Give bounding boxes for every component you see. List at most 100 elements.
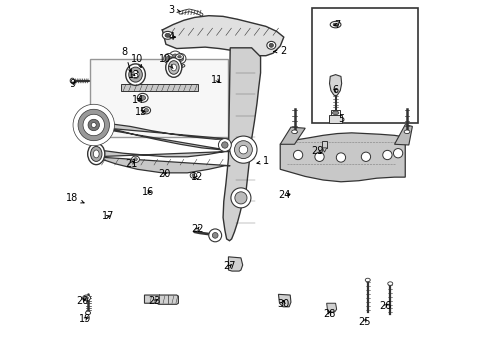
Bar [90, 59, 228, 137]
Circle shape [91, 122, 96, 127]
Polygon shape [280, 127, 305, 144]
Polygon shape [278, 294, 290, 307]
Ellipse shape [387, 282, 392, 285]
Polygon shape [162, 16, 283, 56]
Ellipse shape [87, 143, 104, 165]
Ellipse shape [162, 31, 173, 39]
Ellipse shape [190, 172, 196, 178]
Circle shape [293, 150, 302, 159]
Polygon shape [121, 84, 198, 91]
Text: 15: 15 [134, 107, 147, 117]
Ellipse shape [268, 43, 273, 47]
Polygon shape [329, 75, 341, 96]
Text: 1: 1 [257, 157, 268, 166]
Text: 6: 6 [331, 85, 338, 95]
Circle shape [361, 152, 370, 161]
Ellipse shape [125, 64, 145, 85]
Ellipse shape [291, 130, 297, 134]
Ellipse shape [90, 147, 102, 161]
Bar [312, 8, 417, 123]
Circle shape [73, 104, 114, 146]
Ellipse shape [177, 55, 181, 58]
Circle shape [234, 141, 252, 158]
Text: 20: 20 [158, 169, 170, 179]
Ellipse shape [84, 297, 88, 299]
Ellipse shape [365, 278, 369, 282]
Ellipse shape [142, 107, 150, 114]
Circle shape [393, 149, 402, 158]
Polygon shape [87, 122, 228, 150]
Ellipse shape [93, 150, 99, 158]
Text: 17: 17 [102, 211, 114, 221]
Ellipse shape [137, 93, 148, 102]
Text: 19: 19 [79, 314, 91, 324]
Text: 4: 4 [168, 32, 175, 42]
Text: 27: 27 [223, 261, 235, 271]
Ellipse shape [179, 65, 183, 67]
Bar [330, 111, 340, 116]
Ellipse shape [132, 71, 139, 78]
Circle shape [314, 152, 324, 161]
Ellipse shape [144, 109, 148, 112]
Text: 24: 24 [278, 190, 290, 200]
Circle shape [221, 142, 227, 148]
Circle shape [78, 109, 109, 141]
Polygon shape [326, 303, 336, 312]
Text: 30: 30 [277, 299, 289, 309]
Ellipse shape [266, 41, 275, 49]
Text: 10: 10 [159, 54, 173, 68]
Bar [328, 115, 342, 123]
Ellipse shape [131, 156, 139, 162]
Ellipse shape [169, 62, 180, 66]
Circle shape [168, 51, 181, 64]
Circle shape [229, 136, 257, 163]
Ellipse shape [172, 63, 177, 65]
Text: 12: 12 [190, 172, 203, 183]
Text: 7: 7 [333, 19, 340, 30]
Circle shape [176, 54, 185, 64]
Ellipse shape [192, 174, 194, 177]
Text: 22: 22 [191, 224, 203, 234]
Circle shape [163, 54, 173, 64]
Text: 3: 3 [168, 5, 180, 15]
Circle shape [230, 188, 250, 208]
Text: 18: 18 [66, 193, 84, 203]
Circle shape [239, 145, 247, 154]
Circle shape [336, 153, 345, 162]
Circle shape [178, 56, 183, 61]
Text: 8: 8 [122, 47, 131, 72]
Text: 5: 5 [337, 114, 344, 124]
Text: 25: 25 [357, 317, 370, 327]
Circle shape [218, 139, 231, 152]
Circle shape [166, 56, 171, 61]
Polygon shape [94, 150, 230, 173]
Text: 14: 14 [132, 95, 144, 105]
Ellipse shape [171, 64, 176, 71]
Ellipse shape [128, 67, 142, 82]
Ellipse shape [168, 61, 179, 74]
Text: 29: 29 [311, 147, 323, 157]
Polygon shape [322, 148, 326, 152]
Polygon shape [394, 125, 411, 145]
Text: 10: 10 [131, 54, 143, 68]
Text: 28: 28 [323, 309, 335, 319]
Ellipse shape [175, 54, 183, 60]
Ellipse shape [332, 23, 337, 26]
Ellipse shape [329, 21, 340, 28]
Text: 13: 13 [127, 69, 140, 80]
Ellipse shape [140, 95, 145, 100]
Text: 23: 23 [148, 296, 161, 306]
Circle shape [382, 150, 391, 159]
Polygon shape [228, 257, 242, 271]
Polygon shape [280, 133, 405, 182]
Circle shape [234, 192, 246, 204]
Circle shape [212, 233, 218, 238]
Ellipse shape [332, 111, 338, 114]
Text: 2: 2 [273, 46, 285, 57]
Text: 20: 20 [76, 296, 88, 306]
Circle shape [83, 114, 104, 136]
Circle shape [208, 229, 221, 242]
Text: 21: 21 [125, 159, 137, 169]
Polygon shape [322, 141, 326, 148]
Ellipse shape [82, 295, 90, 301]
